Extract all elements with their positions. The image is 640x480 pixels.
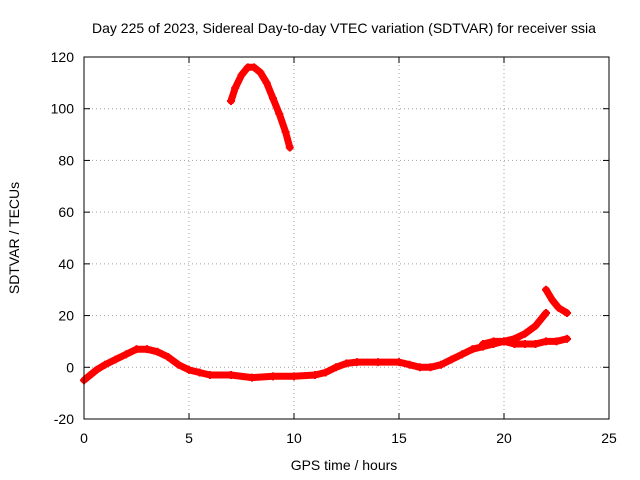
data-point bbox=[311, 371, 319, 380]
data-point bbox=[542, 308, 550, 317]
data-point bbox=[122, 350, 130, 359]
y-tick-label: -20 bbox=[54, 411, 74, 427]
data-point bbox=[552, 337, 561, 346]
ticks: 0 5 10 15 20 25 -20 0 20 40 60 80 100 120 bbox=[51, 49, 617, 446]
data-point bbox=[531, 340, 540, 349]
data-point bbox=[321, 368, 330, 377]
y-tick-label: 0 bbox=[66, 359, 74, 375]
x-tick-label: 25 bbox=[601, 430, 617, 446]
data-point bbox=[510, 334, 519, 343]
data-point bbox=[290, 372, 298, 381]
data-point bbox=[86, 371, 95, 380]
data-point bbox=[531, 321, 540, 330]
data-point bbox=[374, 358, 382, 367]
data-point bbox=[281, 127, 290, 136]
data-point bbox=[174, 360, 183, 369]
data-point bbox=[143, 345, 151, 354]
series-spike bbox=[542, 286, 571, 317]
data-point bbox=[206, 371, 214, 380]
data-point bbox=[248, 373, 256, 382]
data-point bbox=[542, 337, 550, 346]
data-point bbox=[342, 359, 351, 368]
y-tick-label: 80 bbox=[58, 152, 74, 168]
data-point bbox=[447, 355, 456, 364]
data-point bbox=[164, 352, 172, 361]
y-tick-label: 100 bbox=[51, 101, 75, 117]
data-point bbox=[231, 84, 240, 93]
data-point bbox=[426, 363, 435, 372]
data-point bbox=[437, 360, 445, 369]
data-point bbox=[353, 358, 361, 367]
data-point bbox=[468, 345, 477, 354]
data-point bbox=[269, 94, 277, 103]
data-point bbox=[227, 371, 235, 380]
x-tick-label: 0 bbox=[80, 430, 88, 446]
data-point bbox=[542, 285, 550, 294]
data-point bbox=[563, 334, 571, 343]
data-point bbox=[285, 143, 294, 152]
y-tick-label: 20 bbox=[58, 308, 74, 324]
data-point bbox=[262, 78, 271, 87]
data-point bbox=[521, 340, 529, 349]
data-point bbox=[237, 71, 246, 80]
data-point bbox=[256, 68, 265, 77]
x-tick-label: 20 bbox=[496, 430, 512, 446]
data-point bbox=[395, 358, 403, 367]
data-point bbox=[269, 372, 277, 381]
data-point bbox=[185, 365, 193, 374]
data-point bbox=[554, 303, 563, 312]
data-point bbox=[153, 347, 162, 356]
y-tick-label: 60 bbox=[58, 204, 74, 220]
data-point bbox=[458, 350, 466, 359]
data-point bbox=[416, 363, 424, 372]
x-axis-label: GPS time / hours bbox=[291, 457, 398, 473]
data-point bbox=[548, 296, 557, 305]
grid bbox=[84, 57, 609, 419]
data-point bbox=[111, 355, 120, 364]
data-point bbox=[92, 365, 101, 374]
data-point bbox=[275, 109, 284, 118]
data-point bbox=[563, 308, 571, 317]
data-point bbox=[101, 360, 109, 369]
data-point bbox=[489, 337, 498, 346]
data-point bbox=[227, 96, 235, 105]
x-tick-label: 5 bbox=[185, 430, 193, 446]
x-tick-label: 10 bbox=[286, 430, 302, 446]
x-tick-label: 15 bbox=[391, 430, 407, 446]
data-point bbox=[250, 63, 259, 72]
series-layer bbox=[80, 63, 571, 385]
y-tick-label: 40 bbox=[58, 256, 74, 272]
data-point bbox=[195, 368, 204, 377]
y-axis-label: SDTVAR / TECUs bbox=[6, 182, 22, 294]
plot-frame bbox=[83, 56, 610, 420]
data-point bbox=[405, 360, 414, 369]
data-point bbox=[332, 363, 340, 372]
data-point bbox=[500, 337, 508, 346]
data-point bbox=[132, 345, 141, 354]
data-point bbox=[479, 340, 487, 349]
y-tick-label: 120 bbox=[51, 49, 75, 65]
chart-title: Day 225 of 2023, Sidereal Day-to-day VTE… bbox=[92, 20, 596, 36]
data-point bbox=[521, 329, 529, 338]
